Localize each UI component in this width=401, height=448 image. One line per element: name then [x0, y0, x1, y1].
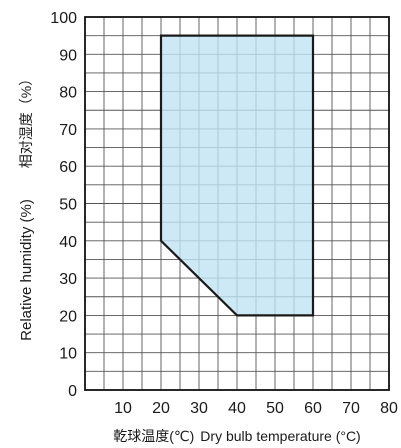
y-tick-label: 20 [59, 308, 77, 325]
x-axis-label-cn: 乾球温度(℃) [113, 428, 194, 444]
plot-frame [84, 16, 390, 391]
x-tick-label: 30 [190, 400, 208, 417]
y-tick-label: 70 [59, 122, 77, 139]
y-tick-label: 100 [50, 10, 77, 27]
x-tick-label: 60 [304, 400, 322, 417]
y-tick-label: 50 [59, 197, 77, 214]
y-tick-label: 90 [59, 47, 77, 64]
y-tick-label: 60 [59, 159, 77, 176]
y-tick-label: 10 [59, 346, 77, 363]
operating-region [159, 34, 315, 317]
x-axis-label: 乾球温度(℃) Dry bulb temperature (°C) [113, 428, 360, 444]
y-tick-labels: 0 10 20 30 40 50 60 70 80 90 100 [50, 10, 77, 400]
y-tick-label: 80 [59, 85, 77, 102]
region-polygon [159, 34, 315, 317]
x-tick-label: 40 [228, 400, 246, 417]
x-tick-label: 70 [342, 400, 360, 417]
x-tick-labels: 10 20 30 40 50 60 70 80 [114, 400, 398, 417]
x-axis-label-en: Dry bulb temperature (°C) [200, 428, 360, 444]
x-tick-label: 10 [114, 400, 132, 417]
y-tick-label: 30 [59, 271, 77, 288]
plot-border [84, 16, 390, 391]
y-axis-label-en: Relative humidity (%) [18, 199, 35, 341]
y-axis-label-cn: 相对湿度（%） [18, 72, 34, 168]
y-tick-label: 40 [59, 234, 77, 251]
x-tick-label: 80 [380, 400, 398, 417]
y-tick-label: 0 [68, 383, 77, 400]
x-tick-label: 50 [266, 400, 284, 417]
x-tick-label: 20 [152, 400, 170, 417]
